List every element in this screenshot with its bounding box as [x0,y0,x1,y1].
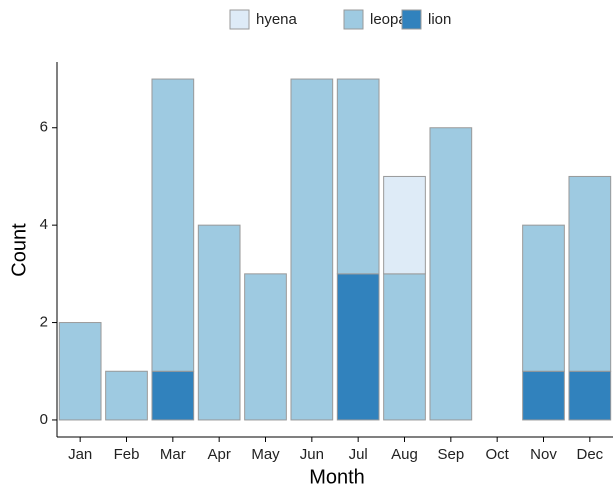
x-tick-label: Dec [576,446,603,463]
bar [290,78,334,421]
y-axis-title: Count [8,223,30,277]
bar [105,370,148,421]
legend-label: hyena [256,11,298,28]
bar [58,322,102,421]
bar [429,127,473,421]
x-tick-label: Nov [530,446,557,463]
y-tick-label: 2 [40,314,48,331]
bar [568,175,612,372]
x-tick-label: Jul [349,446,368,463]
bar [336,78,380,275]
x-tick-label: Jun [300,446,324,463]
x-tick-label: Feb [114,446,140,463]
x-tick-label: Mar [160,446,186,463]
bar [568,370,612,421]
x-tick-label: Sep [437,446,464,463]
y-tick-label: 0 [40,411,48,428]
legend-swatch [401,9,422,30]
legend-label: lion [428,11,451,28]
x-tick-label: May [251,446,280,463]
x-axis-title: Month [309,466,365,488]
x-tick-label: Jan [68,446,92,463]
bar [383,273,426,421]
bar [336,273,380,421]
legend-swatch [229,9,250,30]
legend-swatch [343,9,364,30]
bar [151,78,195,372]
bar [197,224,241,421]
bar [151,370,195,421]
x-tick-label: Aug [391,446,418,463]
y-tick-label: 4 [40,216,48,233]
bar [522,370,565,421]
bar [522,224,565,372]
x-tick-label: Apr [207,446,230,463]
x-tick-label: Oct [485,446,509,463]
bar [244,273,287,421]
bar [383,175,426,275]
y-tick-label: 6 [40,119,48,136]
